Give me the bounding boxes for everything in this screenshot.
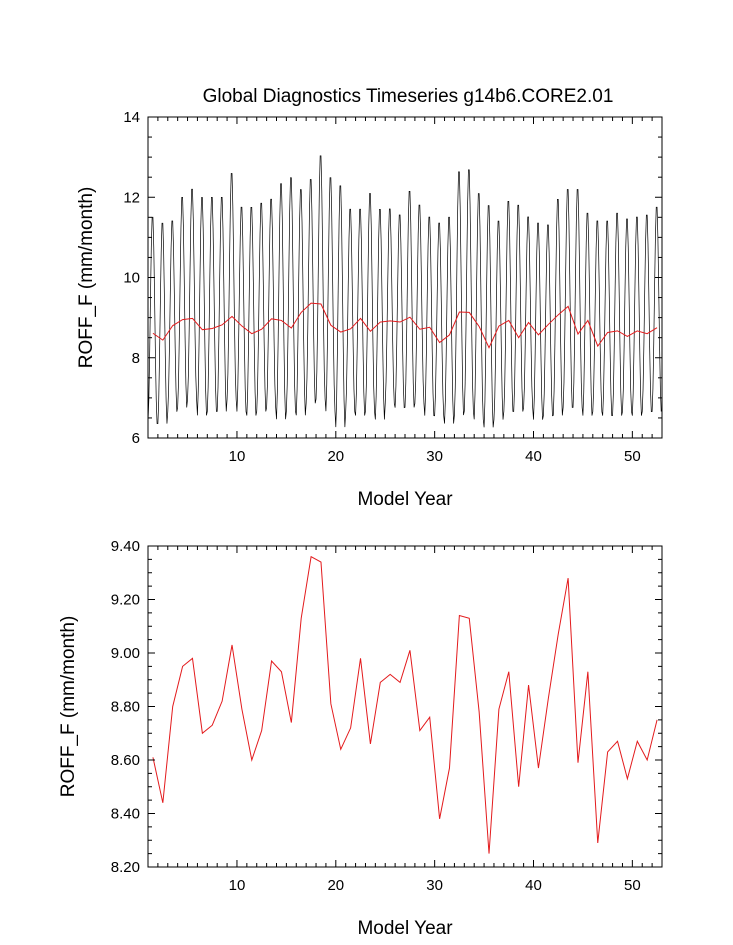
bottom-x-axis-title: Model Year	[357, 918, 453, 939]
top-plot-marks	[148, 155, 662, 428]
bottom-axis-ticks: 10 20 30 40 50 8.20 8.40 8.60 8.80 9.00 9.20 9.40	[111, 538, 663, 894]
top-y-axis-title: ROFF_F (mm/month)	[76, 187, 97, 369]
bottom-y-tick-label: 9.00	[111, 645, 140, 662]
top-x-tick-label: 10	[229, 448, 246, 465]
bottom-x-tick-label: 50	[624, 877, 641, 894]
bottom-x-tick-label: 40	[525, 877, 542, 894]
top-y-tick-label: 14	[123, 109, 140, 126]
top-y-tick-label: 6	[132, 430, 140, 447]
bottom-panel: 10 20 30 40 50 8.20 8.40 8.60 8.80 9.00 9.20 9.40 M…	[58, 538, 663, 939]
bottom-y-axis-title: ROFF_F (mm/month)	[58, 616, 79, 798]
top-annual-mean-series-line	[152, 302, 658, 349]
chart-title: Global Diagnostics Timeseries g14b6.CORE…	[203, 86, 614, 107]
top-panel: 10 20 30 40 50 6 8 10 12 14 Model Year ROFF_F (mm…	[76, 109, 663, 510]
top-y-tick-label: 12	[123, 189, 140, 206]
bottom-y-tick-label: 9.20	[111, 592, 140, 609]
bottom-y-tick-label: 8.60	[111, 752, 140, 769]
bottom-y-tick-label: 8.40	[111, 806, 140, 823]
top-x-tick-label: 40	[525, 448, 542, 465]
top-axis-ticks: 10 20 30 40 50 6 8 10 12 14	[123, 109, 663, 465]
bottom-plot-marks	[152, 555, 658, 854]
top-x-axis-title: Model Year	[357, 489, 453, 510]
bottom-y-tick-label: 8.80	[111, 699, 140, 716]
top-x-tick-label: 20	[327, 448, 344, 465]
top-y-tick-label: 10	[123, 270, 140, 287]
top-x-tick-label: 50	[624, 448, 641, 465]
bottom-x-tick-label: 20	[327, 877, 344, 894]
bottom-y-tick-label: 8.20	[111, 859, 140, 876]
bottom-x-tick-label: 30	[426, 877, 443, 894]
top-x-tick-label: 30	[426, 448, 443, 465]
bottom-annual-mean-series-line	[152, 555, 658, 854]
top-monthly-series-line	[148, 155, 662, 428]
top-plot-frame	[147, 116, 663, 439]
bottom-x-tick-label: 10	[229, 877, 246, 894]
top-y-tick-label: 8	[132, 350, 140, 367]
bottom-y-tick-label: 9.40	[111, 538, 140, 555]
bottom-plot-frame	[147, 545, 663, 868]
